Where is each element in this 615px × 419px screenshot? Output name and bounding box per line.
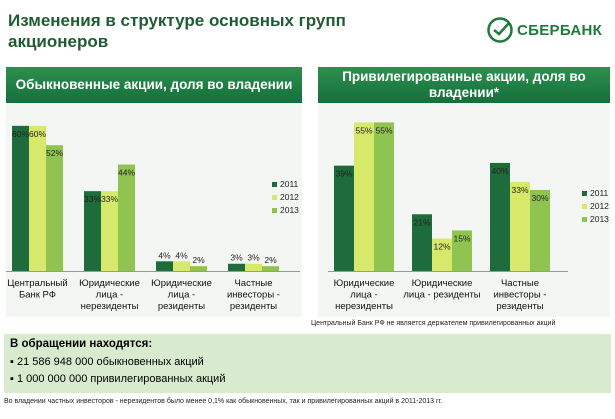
chart-0-bar-1-2012 bbox=[101, 191, 118, 271]
chart-1-legend-label-2013: 2013 bbox=[590, 214, 609, 224]
chart-0-category-3-line-1: инвесторы - bbox=[227, 290, 280, 301]
chart-1-bar-2-2012 bbox=[510, 181, 530, 271]
circulation-item-ordinary: ▪ 21 586 948 000 обыкновенных акций bbox=[10, 356, 204, 368]
chart-1-bar-2-2013 bbox=[530, 189, 550, 271]
chart-1-label-1-2011: 21% bbox=[413, 217, 430, 227]
chart-0-label-2-2013: 2% bbox=[192, 255, 205, 265]
chart-0-bar-1-2011 bbox=[84, 191, 101, 271]
logo-text: СБЕРБАНК bbox=[517, 21, 603, 39]
chart-0-category-0-line-1: Банк РФ bbox=[19, 290, 56, 301]
chart-0-category-1-line-1: лица - bbox=[96, 290, 123, 301]
chart-0-category-1-line-0: Юридические bbox=[79, 278, 140, 289]
chart-0-bar-3-2012 bbox=[245, 263, 262, 271]
chart-1-label-1-2012: 12% bbox=[433, 242, 450, 252]
chart-0-bar-3-2013 bbox=[262, 266, 279, 271]
chart-0-category-3-line-0: Частные bbox=[234, 278, 272, 289]
shares-in-circulation-box: В обращении находятся: ▪ 21 586 948 000 … bbox=[4, 334, 611, 393]
chart-1-label-2-2011: 40% bbox=[491, 166, 508, 176]
chart-0-bar-0-2012 bbox=[29, 125, 46, 271]
chart-0-category-2-line-1: лица - bbox=[168, 290, 195, 301]
chart-0-label-0-2013: 52% bbox=[46, 148, 63, 158]
chart-0-category-1-line-2: нерезиденты bbox=[81, 301, 139, 312]
chart-0-label-2-2011: 4% bbox=[158, 250, 171, 260]
chart-0-label-1-2012: 33% bbox=[101, 194, 118, 204]
chart-1-bar-1-2013 bbox=[452, 230, 472, 271]
chart-0-bar-2-2013 bbox=[190, 266, 207, 271]
chart-0-bar-2-2011 bbox=[156, 261, 173, 271]
chart-0-legend-swatch-2013 bbox=[272, 208, 277, 213]
bottom-footnote: Во владении частных инвесторов - нерезид… bbox=[4, 398, 443, 405]
chart-1-category-0-line-1: лица - bbox=[350, 290, 377, 301]
chart-0-bar-0-2011 bbox=[12, 125, 29, 271]
chart-1-category-2-line-2: резиденты bbox=[496, 301, 543, 312]
chart-1-bar-0-2012 bbox=[354, 122, 374, 272]
chart-0-category-3-line-2: резиденты bbox=[230, 301, 277, 312]
chart-0-label-3-2011: 3% bbox=[230, 253, 243, 263]
circulation-title: В обращении находятся: bbox=[10, 338, 153, 350]
chart-0-legend-label-2013: 2013 bbox=[280, 205, 299, 215]
chart-0-label-1-2013: 44% bbox=[118, 168, 135, 178]
chart-0-category-2-line-0: Юридические bbox=[151, 278, 212, 289]
chart-0-label-2-2012: 4% bbox=[175, 250, 188, 260]
sberbank-logo-icon bbox=[487, 17, 513, 43]
chart-1-category-1-line-0: Юридические bbox=[412, 278, 473, 289]
chart-1-label-1-2013: 15% bbox=[453, 233, 470, 243]
circulation-item-ordinary-text: 21 586 948 000 обыкновенных акций bbox=[16, 356, 204, 368]
chart-1-category-0-line-0: Юридические bbox=[334, 278, 395, 289]
ordinary-shares-title: Обыкновенные акции, доля во владении bbox=[15, 77, 293, 92]
chart-0-legend-label-2012: 2012 bbox=[280, 192, 299, 202]
chart-1-label-0-2013: 55% bbox=[375, 125, 392, 135]
chart-1-category-2-line-1: инвесторы - bbox=[494, 290, 547, 301]
chart-1-bar-1-2011 bbox=[412, 214, 432, 271]
chart-1-category-1-line-1: лица - резиденты bbox=[403, 290, 480, 301]
chart-1-bar-2-2011 bbox=[490, 162, 510, 271]
chart-1-legend-swatch-2011 bbox=[582, 191, 587, 196]
chart-1-label-0-2011: 39% bbox=[335, 169, 352, 179]
preferred-footnote: Центральный Банк РФ не является держател… bbox=[311, 320, 556, 327]
chart-1-label-2-2012: 33% bbox=[511, 185, 528, 195]
chart-0-legend-swatch-2012 bbox=[272, 195, 277, 200]
chart-1-legend-label-2012: 2012 bbox=[590, 201, 609, 211]
chart-0-label-0-2012: 60% bbox=[29, 129, 46, 139]
chart-1-legend-swatch-2013 bbox=[582, 217, 587, 222]
chart-1-bar-0-2011 bbox=[334, 165, 354, 271]
chart-0-legend-label-2011: 2011 bbox=[280, 179, 299, 189]
chart-1-bar-0-2013 bbox=[374, 122, 394, 272]
chart-1-category-0-line-2: нерезиденты bbox=[335, 301, 393, 312]
chart-0-label-3-2013: 2% bbox=[264, 255, 277, 265]
chart-0-bar-0-2013 bbox=[46, 145, 63, 271]
chart-1-category-2-line-0: Частные bbox=[501, 278, 539, 289]
ordinary-shares-header: Обыкновенные акции, доля во владении bbox=[6, 67, 302, 103]
chart-1-legend-swatch-2012 bbox=[582, 204, 587, 209]
chart-1-label-2-2013: 30% bbox=[531, 193, 548, 203]
chart-1-bar-1-2012 bbox=[432, 238, 452, 271]
circulation-item-preferred: ▪ 1 000 000 000 привилегированных акций bbox=[10, 373, 226, 385]
chart-0-label-3-2012: 3% bbox=[247, 253, 260, 263]
chart-0-bar-1-2013 bbox=[118, 164, 135, 271]
preferred-shares-title: Привилегированные акции, доля во владени… bbox=[342, 69, 586, 100]
circulation-item-preferred-text: 1 000 000 000 привилегированных акций bbox=[16, 373, 226, 385]
chart-0-legend-swatch-2011 bbox=[272, 182, 277, 187]
preferred-shares-header: Привилегированные акции, доля во владени… bbox=[318, 67, 610, 103]
chart-0-category-0-line-0: Центральный bbox=[7, 278, 67, 289]
slide-title: Изменения в структуре основных групп акц… bbox=[8, 11, 346, 51]
sberbank-logo: СБЕРБАНК bbox=[487, 15, 602, 45]
chart-0-category-2-line-2: резиденты bbox=[158, 301, 205, 312]
chart-1-legend-label-2011: 2011 bbox=[590, 188, 609, 198]
chart-0-label-1-2011: 33% bbox=[84, 194, 101, 204]
chart-0-bar-2-2012 bbox=[173, 261, 190, 271]
chart-0-bar-3-2011 bbox=[228, 263, 245, 271]
chart-0-label-0-2011: 60% bbox=[12, 129, 29, 139]
chart-1-label-0-2012: 55% bbox=[355, 125, 372, 135]
